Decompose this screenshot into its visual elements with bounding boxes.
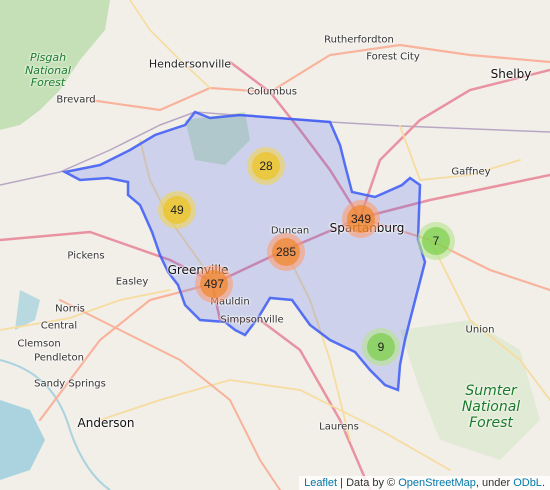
cluster-count: 49 — [163, 196, 191, 224]
leaflet-link[interactable]: Leaflet — [304, 477, 338, 489]
cluster-marker[interactable]: 285 — [267, 233, 305, 271]
cluster-count: 285 — [272, 238, 300, 266]
place-simpsonville: Simpsonville — [220, 314, 284, 326]
place-norris: Norris — [55, 303, 85, 315]
place-rutherfordton: Rutherfordton — [324, 34, 394, 46]
pisgah-forest-area — [0, 0, 110, 130]
forest-pisgah: Pisgah National Forest — [25, 51, 71, 90]
place-central: Central — [40, 320, 78, 332]
odbl-link[interactable]: ODbL — [513, 477, 542, 489]
cluster-marker[interactable]: 497 — [195, 265, 233, 303]
forest-sumter: Sumter National Forest — [461, 382, 521, 432]
cluster-count: 9 — [367, 333, 395, 361]
place-easley: Easley — [115, 276, 149, 288]
place-forest-city: Forest City — [366, 51, 420, 63]
cluster-count: 497 — [200, 270, 228, 298]
cluster-count: 349 — [347, 205, 375, 233]
lake-2 — [15, 290, 40, 330]
attribution-end: . — [541, 477, 545, 489]
place-pendleton: Pendleton — [34, 352, 84, 364]
place-hendersonville: Hendersonville — [148, 57, 232, 71]
forest-patch-2 — [400, 320, 540, 460]
cluster-marker[interactable]: 28 — [247, 147, 285, 185]
cluster-marker[interactable]: 49 — [158, 191, 196, 229]
cluster-marker[interactable]: 9 — [362, 328, 400, 366]
place-gaffney: Gaffney — [451, 166, 491, 178]
place-union: Union — [465, 324, 495, 336]
forest-patch — [185, 112, 250, 165]
cluster-marker[interactable]: 7 — [417, 222, 455, 260]
place-sandy-springs: Sandy Springs — [34, 378, 106, 390]
attribution-text: | Data by © — [337, 477, 399, 489]
place-clemson: Clemson — [17, 338, 61, 350]
place-duncan: Duncan — [270, 225, 310, 237]
map-attribution: Leaflet | Data by © OpenStreetMap, under… — [299, 476, 550, 490]
cluster-marker[interactable]: 349 — [342, 200, 380, 238]
cluster-count: 7 — [422, 227, 450, 255]
osm-link[interactable]: OpenStreetMap — [398, 477, 476, 489]
cluster-count: 28 — [252, 152, 280, 180]
region-boundary — [61, 110, 427, 392]
place-mauldin: Mauldin — [210, 296, 250, 308]
state-border — [0, 111, 550, 186]
place-anderson: Anderson — [77, 416, 135, 430]
place-laurens: Laurens — [319, 421, 359, 433]
place-brevard: Brevard — [56, 94, 96, 106]
place-pickens: Pickens — [67, 250, 105, 262]
lake — [0, 400, 45, 480]
place-shelby: Shelby — [490, 67, 532, 81]
place-columbus: Columbus — [247, 86, 297, 98]
attribution-under: , under — [475, 477, 514, 489]
river — [0, 359, 111, 490]
